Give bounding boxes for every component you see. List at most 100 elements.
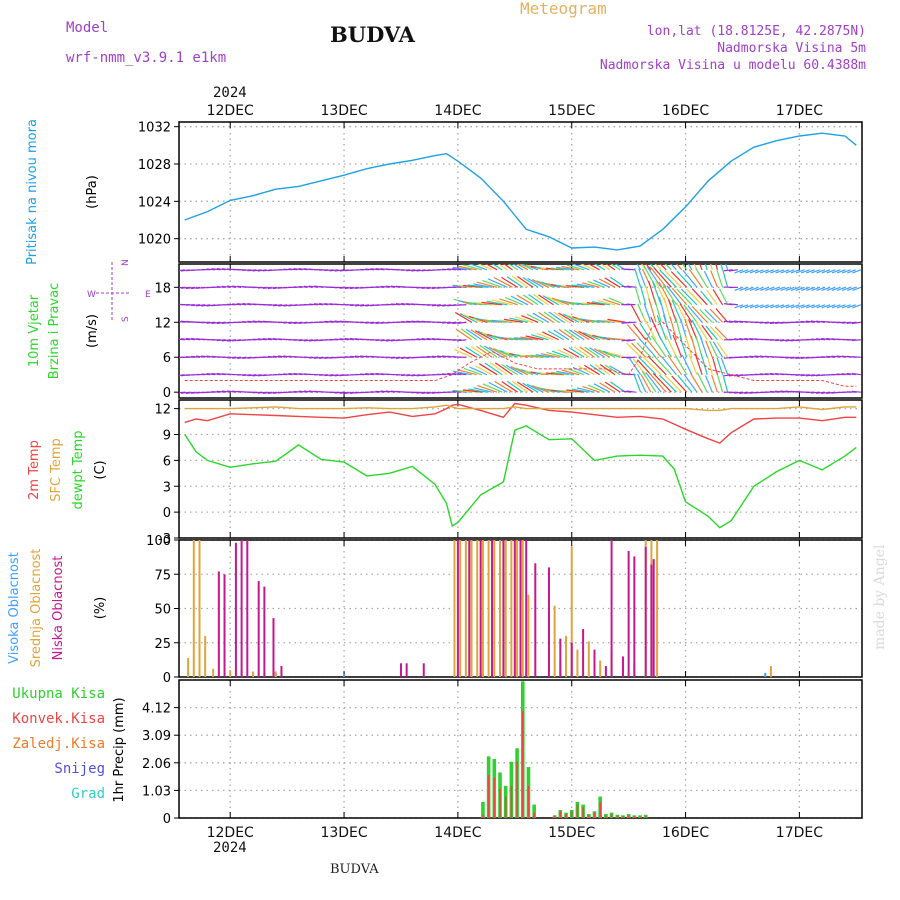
mid-cloud-bar [464, 540, 467, 677]
model-label: Model [66, 20, 109, 36]
wind-barb [179, 320, 185, 323]
wind-barb [247, 320, 257, 323]
conv-precip-bar [644, 815, 647, 818]
total-precip-bar [532, 804, 536, 818]
wind-barb [447, 372, 457, 376]
wind-ylabel-2: Brzina i Pravac [47, 283, 62, 380]
mid-cloud-bar [587, 641, 590, 677]
wind-barb [831, 286, 841, 291]
mid-cloud-bar [769, 666, 772, 677]
mid-cloud-bar [521, 540, 524, 677]
wind-barb [684, 318, 693, 340]
wind-barb [232, 356, 242, 359]
wind-barb [583, 364, 600, 376]
wind-barb [262, 391, 272, 394]
wind-barb [487, 278, 508, 288]
wind-barb [511, 380, 529, 393]
wind-barb [700, 290, 713, 306]
conv-precip-bar [570, 811, 573, 818]
wind-barb [247, 374, 257, 377]
wind-barb [242, 374, 252, 377]
wind-barb [716, 270, 724, 288]
wind-barb [476, 302, 498, 306]
wind-barb [594, 363, 611, 376]
wind-barb [339, 391, 349, 394]
wind-barb [759, 321, 769, 324]
wind-barb [509, 317, 529, 323]
wind-barb [401, 374, 411, 377]
wind-barb [442, 268, 452, 271]
wind-barb [527, 277, 544, 288]
wind-barb [267, 355, 277, 358]
date-label-top: 17DEC [776, 103, 823, 119]
wind-barb [775, 390, 785, 393]
wind-barb [645, 337, 662, 358]
low-cloud-bar [627, 550, 630, 677]
wind-barb [723, 269, 733, 272]
wind-barb [722, 269, 729, 288]
wind-barb [498, 319, 518, 323]
wind-barb [536, 332, 554, 341]
wind-barb [589, 347, 606, 358]
wind-barb [179, 338, 185, 341]
y-tick-label: 9 [163, 429, 171, 444]
wind-barb [621, 285, 631, 288]
wind-barb [836, 286, 846, 291]
conv-precip-bar [565, 813, 567, 818]
wind-barb [576, 387, 595, 393]
wind-barb [365, 373, 375, 376]
low-cloud-bar [240, 540, 243, 677]
wind-barb [257, 269, 267, 272]
wind-barb [578, 330, 595, 341]
wind-barb [452, 321, 462, 325]
wind-barb [226, 285, 236, 288]
wind-barb [636, 264, 642, 271]
y-tick-label: 1.03 [142, 784, 171, 799]
wind-barb [551, 297, 570, 306]
mid-cloud-bar [570, 546, 573, 677]
compass-s: S [121, 316, 131, 322]
wind-barb [664, 269, 682, 288]
wind-barb [769, 372, 779, 376]
wind-barb [365, 321, 375, 324]
wind-barb [723, 320, 733, 323]
wind-barb [636, 342, 652, 358]
wind-barb [626, 390, 636, 393]
wind-barb [785, 269, 795, 274]
wind-barb [463, 264, 482, 271]
wind-barb [815, 391, 826, 394]
wind-barb [201, 321, 211, 324]
wind-barb [576, 283, 595, 288]
wind-barb [551, 350, 570, 358]
wind-barb [579, 346, 595, 358]
wind-barb [288, 321, 298, 324]
legend-conv-rain: Konvek.Kisa [12, 711, 105, 727]
wind-barb [390, 303, 400, 306]
wind-barb [179, 286, 185, 289]
wind-barb [528, 294, 544, 306]
wind-barb [707, 357, 713, 375]
wind-barb [556, 370, 575, 376]
wind-barb [770, 286, 780, 291]
wind-barb [481, 301, 503, 306]
wind-barb [626, 342, 642, 358]
wind-barb [739, 269, 749, 274]
cloud-ylabel-1: Visoka Oblacnost [7, 552, 22, 664]
wind-barb [637, 373, 647, 393]
wind-barb [553, 329, 570, 341]
wind-barb [676, 288, 693, 306]
wind-barb [293, 339, 303, 341]
wind-barb [308, 285, 318, 288]
wind-barb [354, 304, 365, 307]
wind-barb [411, 374, 421, 377]
y-tick-label: 25 [154, 637, 171, 652]
year-label-top: 2024 [213, 85, 247, 101]
wind-barb [597, 320, 616, 323]
wind-barb [754, 304, 764, 309]
y-tick-label: 4.12 [142, 702, 171, 717]
wind-barb [457, 321, 467, 325]
wind-barb [693, 264, 698, 271]
wind-barb [728, 303, 738, 306]
wind-barb [634, 268, 642, 288]
wind-barb [785, 339, 795, 342]
